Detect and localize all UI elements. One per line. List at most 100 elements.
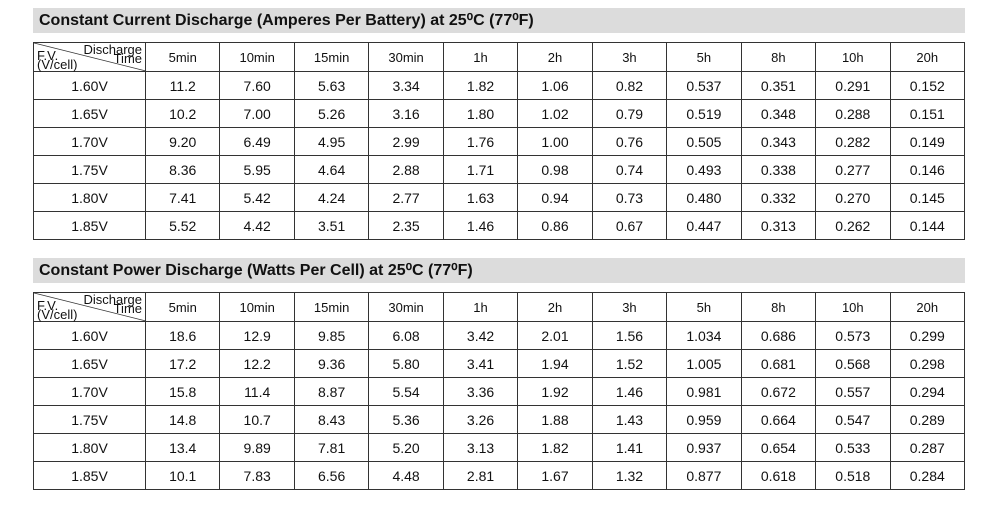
row-label: 1.85V — [33, 461, 146, 490]
data-row: 1.70V 9.20 6.49 4.95 2.99 1.76 1.00 0.76 0.505 0.… — [33, 127, 966, 156]
column-header: 8h — [740, 42, 817, 72]
data-cell: 1.02 — [517, 99, 593, 128]
table-block: Constant Current Discharge (Amperes Per … — [33, 8, 966, 240]
data-cell: 0.447 — [666, 211, 742, 240]
corner-top: Discharge Time — [83, 292, 142, 315]
data-cell: 0.937 — [666, 433, 742, 462]
data-cell: 7.83 — [219, 461, 295, 490]
column-header: 30min — [368, 42, 444, 72]
data-cell: 0.144 — [889, 211, 966, 240]
column-header: 15min — [293, 42, 370, 72]
data-cell: 3.36 — [442, 377, 519, 406]
column-header: 8h — [740, 292, 817, 322]
data-cell: 10.2 — [144, 99, 221, 128]
data-cell: 5.36 — [368, 405, 444, 434]
data-row: 1.75V 8.36 5.95 4.64 2.88 1.71 0.98 0.74 0.493 0.… — [33, 155, 966, 184]
data-cell: 12.9 — [219, 321, 295, 350]
data-row: 1.75V 14.8 10.7 8.43 5.36 3.26 1.88 1.43 0.959 0.… — [33, 405, 966, 434]
column-header: 15min — [293, 292, 370, 322]
corner-text: (V/cell) — [37, 307, 78, 322]
data-cell: 8.87 — [293, 377, 370, 406]
data-cell: 1.82 — [517, 433, 593, 462]
data-cell: 3.13 — [442, 433, 519, 462]
column-header: 1h — [442, 42, 519, 72]
data-cell: 0.299 — [889, 321, 966, 350]
data-cell: 0.505 — [666, 127, 742, 156]
column-header: 10min — [219, 42, 295, 72]
corner-bottom: F.V. (V/cell) — [37, 298, 78, 322]
column-header: 5min — [144, 42, 221, 72]
data-cell: 0.79 — [591, 99, 668, 128]
data-cell: 2.35 — [368, 211, 444, 240]
data-cell: 1.32 — [591, 461, 668, 490]
data-cell: 3.34 — [368, 71, 444, 100]
column-header: 10min — [219, 292, 295, 322]
data-cell: 0.284 — [889, 461, 966, 490]
data-row: 1.60V 18.6 12.9 9.85 6.08 3.42 2.01 1.56 1.034 0.… — [33, 321, 966, 350]
row-label: 1.85V — [33, 211, 146, 240]
data-cell: 0.547 — [815, 405, 891, 434]
corner-diagonal — [34, 43, 146, 71]
data-cell: 0.74 — [591, 155, 668, 184]
data-cell: 0.518 — [815, 461, 891, 490]
column-header: 3h — [591, 292, 668, 322]
data-cell: 5.95 — [219, 155, 295, 184]
data-cell: 1.56 — [591, 321, 668, 350]
data-cell: 0.73 — [591, 183, 668, 212]
data-cell: 0.146 — [889, 155, 966, 184]
data-cell: 0.98 — [517, 155, 593, 184]
row-label: 1.75V — [33, 405, 146, 434]
data-row: 1.60V 11.2 7.60 5.63 3.34 1.82 1.06 0.82 0.537 0.… — [33, 71, 966, 100]
corner-text: Discharge — [83, 292, 142, 307]
data-cell: 1.82 — [442, 71, 519, 100]
data-cell: 0.348 — [740, 99, 817, 128]
column-header: 10h — [815, 42, 891, 72]
data-cell: 9.85 — [293, 321, 370, 350]
data-row: 1.80V 13.4 9.89 7.81 5.20 3.13 1.82 1.41 0.937 0.… — [33, 433, 966, 462]
data-cell: 2.88 — [368, 155, 444, 184]
data-cell: 0.686 — [740, 321, 817, 350]
corner-diagonal — [34, 293, 146, 321]
data-cell: 1.41 — [591, 433, 668, 462]
corner-text: F.V. — [37, 298, 59, 313]
data-row: 1.85V 10.1 7.83 6.56 4.48 2.81 1.67 1.32 0.877 0.… — [33, 461, 966, 490]
data-cell: 0.270 — [815, 183, 891, 212]
data-cell: 6.08 — [368, 321, 444, 350]
data-cell: 0.537 — [666, 71, 742, 100]
data-cell: 0.291 — [815, 71, 891, 100]
data-cell: 9.20 — [144, 127, 221, 156]
data-cell: 7.60 — [219, 71, 295, 100]
diagonal-line — [34, 43, 146, 71]
data-row: 1.65V 10.2 7.00 5.26 3.16 1.80 1.02 0.79 0.519 0.… — [33, 99, 966, 128]
data-cell: 0.152 — [889, 71, 966, 100]
column-header: 5min — [144, 292, 221, 322]
data-cell: 1.005 — [666, 349, 742, 378]
corner-cell: Discharge Time F.V. (V/cell) — [33, 42, 146, 72]
data-cell: 0.262 — [815, 211, 891, 240]
data-cell: 1.034 — [666, 321, 742, 350]
data-cell: 14.8 — [144, 405, 221, 434]
data-cell: 8.36 — [144, 155, 221, 184]
data-cell: 5.52 — [144, 211, 221, 240]
row-label: 1.75V — [33, 155, 146, 184]
data-cell: 1.00 — [517, 127, 593, 156]
data-cell: 0.298 — [889, 349, 966, 378]
column-header: 1h — [442, 292, 519, 322]
data-cell: 7.41 — [144, 183, 221, 212]
data-cell: 7.81 — [293, 433, 370, 462]
data-cell: 0.289 — [889, 405, 966, 434]
column-header: 2h — [517, 42, 593, 72]
data-row: 1.70V 15.8 11.4 8.87 5.54 3.36 1.92 1.46 0.981 0.… — [33, 377, 966, 406]
column-header: 2h — [517, 292, 593, 322]
data-cell: 11.2 — [144, 71, 221, 100]
column-header: 10h — [815, 292, 891, 322]
data-cell: 0.959 — [666, 405, 742, 434]
corner-bottom: F.V. (V/cell) — [37, 49, 77, 71]
data-cell: 17.2 — [144, 349, 221, 378]
data-cell: 0.557 — [815, 377, 891, 406]
table-block: Constant Power Discharge (Watts Per Cell… — [33, 258, 966, 490]
column-header: 5h — [666, 42, 742, 72]
row-label: 1.60V — [33, 71, 146, 100]
data-cell: 0.981 — [666, 377, 742, 406]
